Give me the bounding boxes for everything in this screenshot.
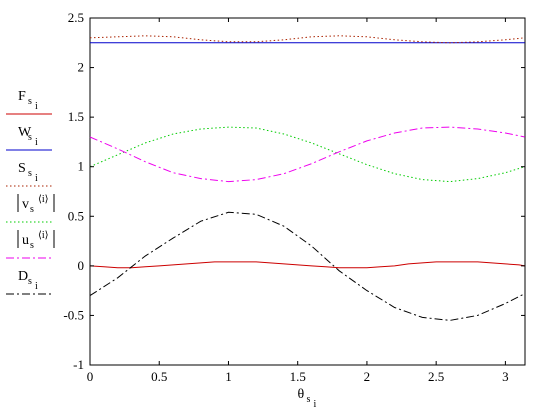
- legend-label-subsub: i: [35, 137, 38, 148]
- y-tick-label: 0.5: [68, 208, 84, 223]
- legend-label: F: [18, 89, 26, 104]
- y-tick-label: -1: [73, 357, 84, 372]
- x-tick-label: 2.5: [428, 369, 444, 384]
- legend-item: Ws i: [6, 125, 52, 151]
- legend-item: v s ⟨i⟩: [6, 194, 55, 223]
- legend-label: W: [18, 125, 32, 140]
- x-axis-label-sub: s: [307, 394, 311, 405]
- x-tick-label: 1.5: [290, 369, 306, 384]
- legend-label-sub: s: [28, 132, 32, 143]
- legend-label: v: [22, 197, 29, 212]
- legend-label-sup: ⟨i⟩: [38, 194, 49, 205]
- legend-item: u s ⟨i⟩: [6, 230, 55, 259]
- x-tick-label: 2: [364, 369, 371, 384]
- x-tick-label: 0: [87, 369, 94, 384]
- legend-label: u: [22, 233, 29, 248]
- y-axis-ticks: -1 -0.5 0 0.5 1 1.5 2 2.5: [63, 10, 525, 372]
- y-tick-label: 2: [78, 60, 85, 75]
- legend-label-sub: s: [28, 276, 32, 287]
- y-tick-label: 1.5: [68, 109, 84, 124]
- legend-label: S: [18, 161, 26, 176]
- x-axis-label-main: θ: [298, 387, 305, 402]
- legend-label-subsub: i: [35, 173, 38, 184]
- legend-label: D: [18, 269, 28, 284]
- x-axis-ticks: 0 0.5 1 1.5 2 2.5 3: [87, 18, 509, 384]
- legend-label-sub: s: [28, 168, 32, 179]
- y-tick-label: -0.5: [63, 307, 84, 322]
- legend-label-sub: s: [30, 240, 34, 251]
- series-line: [89, 126, 525, 183]
- x-tick-label: 0.5: [151, 369, 167, 384]
- legend-label-sub: s: [30, 204, 34, 215]
- legend-label-sub: s: [28, 96, 32, 107]
- x-axis-label-subsub: i: [314, 399, 317, 410]
- y-tick-label: 2.5: [68, 10, 84, 25]
- series-layer: [89, 35, 526, 321]
- y-tick-label: 0: [78, 258, 85, 273]
- legend-label-sup: ⟨i⟩: [38, 230, 49, 241]
- x-tick-label: 3: [502, 369, 509, 384]
- plot-frame: [89, 17, 526, 366]
- x-tick-label: 1: [225, 369, 232, 384]
- series-line: [89, 35, 525, 44]
- y-tick-label: 1: [78, 159, 85, 174]
- series-line: [89, 126, 525, 183]
- legend-label-subsub: i: [35, 101, 38, 112]
- series-line: [89, 261, 525, 269]
- legend-label-subsub: i: [35, 281, 38, 292]
- plot-border: [89, 17, 526, 366]
